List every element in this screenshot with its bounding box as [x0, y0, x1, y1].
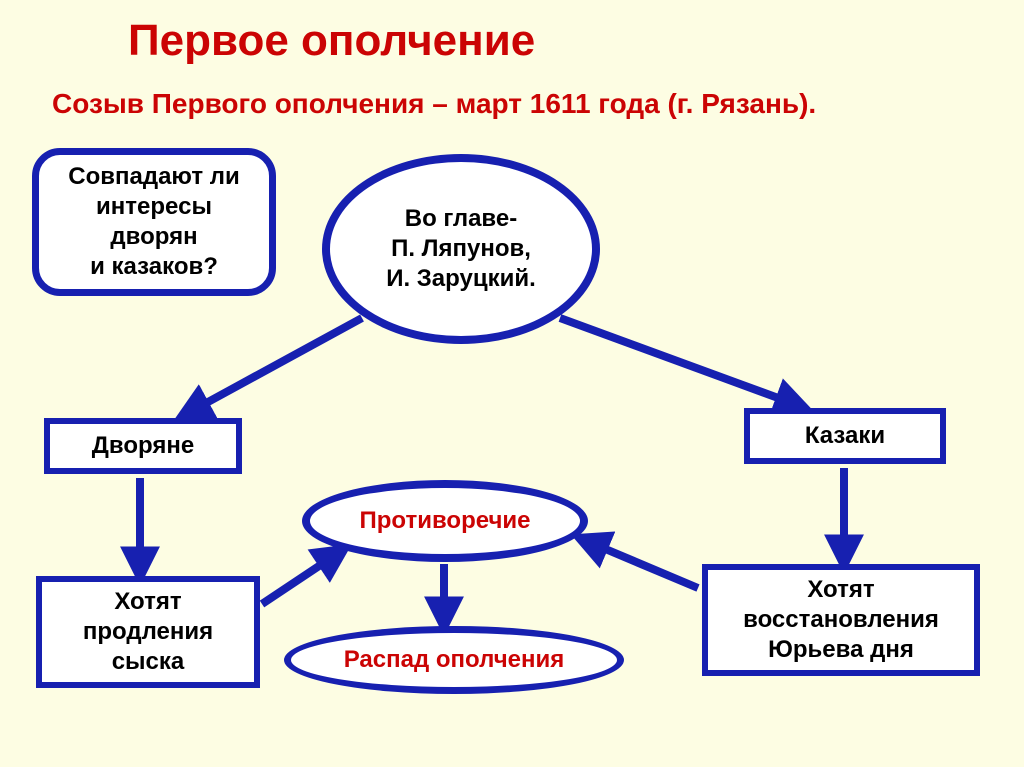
node-leaders: Во главе-П. Ляпунов,И. Заруцкий. — [322, 154, 600, 344]
node-dvoryane: Дворяне — [44, 418, 242, 474]
node-wantRight-label: ХотятвосстановленияЮрьева дня — [743, 575, 939, 665]
node-collapse: Распад ополчения — [284, 626, 624, 694]
node-wantLeft-label: Хотятпродлениясыска — [83, 587, 213, 677]
node-question: Совпадают лиинтересыдворяни казаков? — [32, 148, 276, 296]
node-wantRight: ХотятвосстановленияЮрьева дня — [702, 564, 980, 676]
node-contradiction-label: Противоречие — [359, 506, 530, 536]
slide-subtitle: Созыв Первого ополчения – март 1611 года… — [52, 88, 816, 120]
node-kazaki-label: Казаки — [805, 421, 885, 451]
node-collapse-label: Распад ополчения — [344, 645, 565, 675]
slide-title: Первое ополчение — [128, 16, 535, 66]
node-kazaki: Казаки — [744, 408, 946, 464]
node-contradiction: Противоречие — [302, 480, 588, 562]
node-leaders-label: Во главе-П. Ляпунов,И. Заруцкий. — [386, 204, 536, 294]
node-question-label: Совпадают лиинтересыдворяни казаков? — [68, 162, 240, 282]
node-dvoryane-label: Дворяне — [92, 431, 194, 461]
node-wantLeft: Хотятпродлениясыска — [36, 576, 260, 688]
